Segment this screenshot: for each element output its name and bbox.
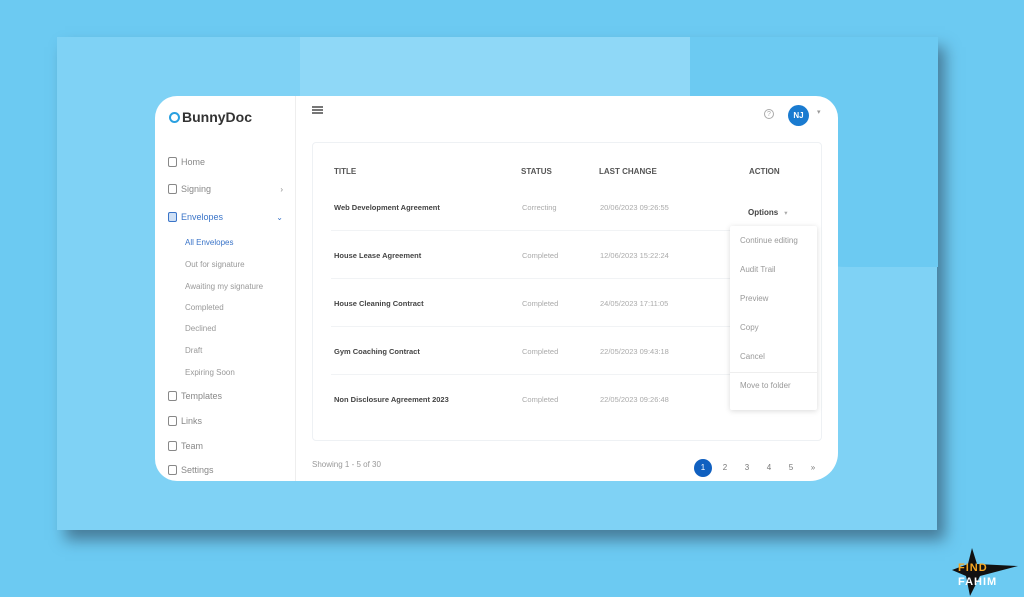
table-row[interactable]: Web Development Agreement Correcting 20/06… bbox=[331, 183, 801, 231]
header-title: TITLE bbox=[334, 167, 357, 176]
signing-icon bbox=[168, 184, 177, 194]
label: Settings bbox=[181, 465, 214, 475]
options-button[interactable]: Options ▾ bbox=[748, 208, 788, 217]
label: Links bbox=[181, 416, 203, 426]
menu-cancel[interactable]: Cancel bbox=[740, 352, 765, 361]
chevron-right-icon: › bbox=[280, 184, 283, 194]
label: Home bbox=[181, 157, 206, 167]
watermark-line2: FAHIM bbox=[958, 576, 998, 588]
row-title: Non Disclosure Agreement 2023 bbox=[334, 395, 449, 404]
row-status: Completed bbox=[522, 347, 559, 356]
row-last-change: 22/05/2023 09:43:18 bbox=[600, 347, 669, 356]
row-status: Correcting bbox=[522, 203, 557, 212]
options-label: Options bbox=[748, 208, 779, 217]
sidebar-item-settings[interactable]: Settings bbox=[168, 465, 283, 475]
table-row[interactable]: House Lease Agreement Completed 12/06/2023… bbox=[331, 231, 801, 279]
row-title: House Lease Agreement bbox=[334, 251, 422, 260]
help-icon[interactable]: ? bbox=[764, 109, 774, 119]
divider bbox=[730, 372, 817, 373]
watermark-logo: FIND FAHIM bbox=[950, 548, 1020, 596]
sidebar-item-signing[interactable]: Signing › bbox=[168, 184, 283, 194]
chevron-down-icon: ▾ bbox=[784, 210, 788, 217]
envelope-icon bbox=[168, 212, 177, 222]
next-page-button[interactable]: » bbox=[810, 463, 816, 472]
row-title: Gym Coaching Contract bbox=[334, 347, 420, 356]
label: Signing bbox=[181, 184, 212, 194]
pagination-summary: Showing 1 - 5 of 30 bbox=[312, 460, 381, 469]
page-3[interactable]: 3 bbox=[744, 463, 750, 472]
sidebar-item-home[interactable]: Home bbox=[168, 157, 283, 167]
table-row[interactable]: House Cleaning Contract Completed 24/05/20… bbox=[331, 279, 801, 327]
avatar[interactable]: NJ bbox=[788, 105, 809, 126]
sidebar-item-links[interactable]: Links bbox=[168, 416, 283, 426]
row-last-change: 20/06/2023 09:26:55 bbox=[600, 203, 669, 212]
row-status: Completed bbox=[522, 251, 559, 260]
settings-icon bbox=[168, 465, 177, 475]
options-dropdown: Continue editing Audit Trail Preview Cop… bbox=[730, 226, 817, 410]
link-icon bbox=[168, 416, 177, 426]
row-last-change: 12/06/2023 15:22:24 bbox=[600, 251, 669, 260]
table-row[interactable]: Gym Coaching Contract Completed 22/05/2023… bbox=[331, 327, 801, 375]
page-2[interactable]: 2 bbox=[722, 463, 728, 472]
menu-preview[interactable]: Preview bbox=[740, 294, 769, 303]
logo[interactable]: BunnyDoc bbox=[169, 109, 252, 125]
page-5[interactable]: 5 bbox=[788, 463, 794, 472]
app-window: BunnyDoc Home Signing › Envelopes ⌄ All En… bbox=[155, 96, 838, 481]
header-status: STATUS bbox=[521, 167, 552, 176]
sub-draft[interactable]: Draft bbox=[185, 346, 203, 355]
row-title: Web Development Agreement bbox=[334, 203, 440, 212]
table-row[interactable]: Non Disclosure Agreement 2023 Completed 22… bbox=[331, 375, 801, 423]
label: Templates bbox=[181, 391, 223, 401]
menu-move-to-folder[interactable]: Move to folder bbox=[740, 381, 791, 390]
sidebar-item-team[interactable]: Team bbox=[168, 441, 283, 451]
sub-completed[interactable]: Completed bbox=[185, 303, 224, 312]
bunnydoc-logo-icon bbox=[169, 111, 180, 123]
label: Envelopes bbox=[181, 212, 224, 222]
sidebar: BunnyDoc Home Signing › Envelopes ⌄ All En… bbox=[155, 96, 296, 481]
watermark-line1: FIND bbox=[958, 562, 988, 574]
menu-copy[interactable]: Copy bbox=[740, 323, 759, 332]
sidebar-item-templates[interactable]: Templates bbox=[168, 391, 283, 401]
row-last-change: 22/05/2023 09:26:48 bbox=[600, 395, 669, 404]
hamburger-menu-icon[interactable] bbox=[312, 106, 323, 114]
sub-declined[interactable]: Declined bbox=[185, 324, 217, 333]
row-status: Completed bbox=[522, 395, 559, 404]
header-action: ACTION bbox=[749, 167, 780, 176]
row-status: Completed bbox=[522, 299, 559, 308]
sub-awaiting-signature[interactable]: Awaiting my signature bbox=[185, 282, 264, 291]
sub-expiring-soon[interactable]: Expiring Soon bbox=[185, 368, 235, 377]
row-last-change: 24/05/2023 17:11:05 bbox=[600, 299, 669, 308]
app-name: BunnyDoc bbox=[182, 109, 252, 125]
menu-continue-editing[interactable]: Continue editing bbox=[740, 236, 798, 245]
sub-all-envelopes[interactable]: All Envelopes bbox=[185, 238, 234, 247]
sub-out-for-signature[interactable]: Out for signature bbox=[185, 260, 245, 269]
team-icon bbox=[168, 441, 177, 451]
star-icon bbox=[952, 548, 1018, 596]
sidebar-item-envelopes[interactable]: Envelopes ⌄ bbox=[168, 212, 283, 222]
label: Team bbox=[181, 441, 204, 451]
home-icon bbox=[168, 157, 177, 167]
page-1[interactable]: 1 bbox=[694, 459, 712, 477]
header-last-change: LAST CHANGE bbox=[599, 167, 657, 176]
row-title: House Cleaning Contract bbox=[334, 299, 424, 308]
menu-audit-trail[interactable]: Audit Trail bbox=[740, 265, 776, 274]
envelopes-table: TITLE STATUS LAST CHANGE ACTION Web Deve… bbox=[312, 142, 822, 441]
template-icon bbox=[168, 391, 177, 401]
chevron-down-icon: ⌄ bbox=[276, 212, 283, 222]
page-4[interactable]: 4 bbox=[766, 463, 772, 472]
chevron-down-icon[interactable]: ▾ bbox=[817, 109, 821, 116]
